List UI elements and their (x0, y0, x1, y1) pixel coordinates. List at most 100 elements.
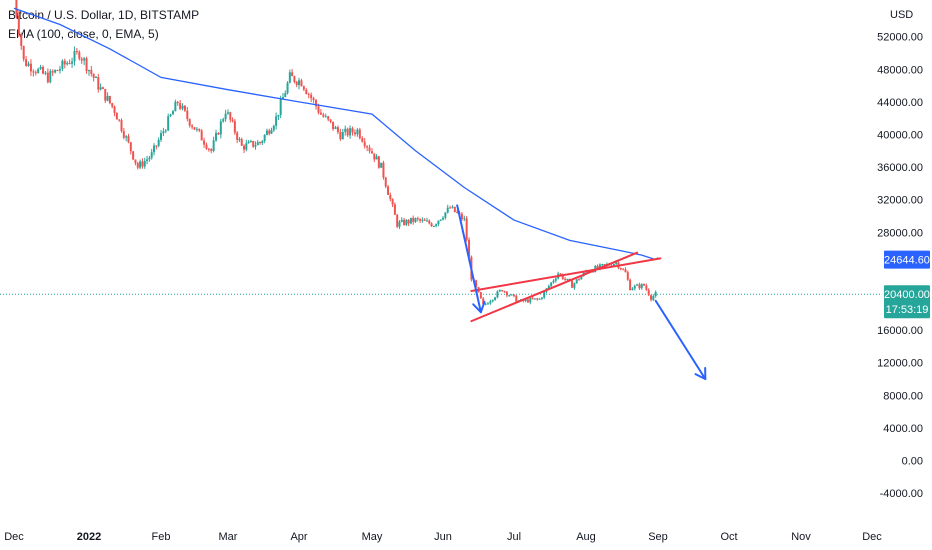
candle (444, 212, 447, 220)
candle (143, 157, 146, 169)
candle-body (536, 298, 539, 300)
y-tick-label: 4000.00 (883, 423, 923, 435)
candle-body (444, 212, 447, 218)
candle (259, 141, 262, 145)
ema-100-line (13, 7, 656, 261)
x-tick-label: Apr (290, 531, 307, 543)
candle-body (288, 72, 291, 83)
candle (575, 279, 578, 284)
candle (564, 276, 567, 281)
candle (491, 299, 494, 303)
candle (78, 50, 81, 61)
candle-body (412, 217, 415, 222)
candle-body (92, 73, 95, 78)
candle-body (351, 128, 354, 133)
candle (263, 134, 266, 144)
candle-body (654, 292, 657, 296)
x-axis[interactable]: Dec 2022 Feb Mar Apr May Jun Jul Aug Sep Oct Nov Dec (4, 531, 882, 543)
candle-body (430, 223, 433, 227)
candle-body (322, 114, 325, 117)
candle (61, 59, 64, 72)
candle-body (136, 163, 139, 168)
candle (229, 111, 232, 123)
candle (626, 270, 629, 281)
candle-body (302, 86, 305, 90)
candle (97, 73, 100, 93)
candle (334, 125, 337, 130)
candle (261, 140, 264, 146)
candle-body (227, 112, 229, 114)
candle (353, 129, 356, 137)
candle-body (134, 159, 137, 164)
candle-body (245, 143, 248, 150)
candle (132, 151, 135, 161)
candle (277, 114, 280, 120)
candle-body (533, 298, 536, 300)
candle-body (275, 116, 278, 126)
candle (375, 154, 378, 160)
candle-body (554, 278, 557, 281)
candle-body (398, 221, 401, 227)
y-axis[interactable]: USD 52000.00 48000.00 44000.00 40000.00 36000… (877, 9, 930, 500)
candle-body (61, 60, 64, 70)
candle-body (484, 303, 487, 305)
candle (181, 103, 184, 111)
candle-body (405, 219, 408, 225)
candle-body (543, 291, 546, 298)
candle (51, 69, 54, 77)
candle-body (49, 71, 52, 83)
candle (115, 112, 118, 120)
candle-body (353, 132, 356, 135)
candle (34, 70, 37, 76)
candle (463, 215, 466, 222)
candle (419, 218, 422, 223)
ema-line (13, 7, 659, 261)
candle-body (317, 106, 320, 113)
candle-body (238, 139, 241, 141)
candle-body (293, 76, 296, 82)
candle-body (212, 140, 215, 151)
candle (380, 162, 383, 168)
candle-body (259, 142, 262, 144)
candle-body (99, 87, 102, 90)
candle (366, 145, 369, 152)
candle (179, 99, 182, 111)
candle (329, 119, 332, 124)
candle-body (125, 136, 128, 138)
candle-body (416, 218, 419, 220)
candle-body (524, 299, 527, 301)
candle (125, 134, 128, 142)
candle (647, 288, 650, 296)
countdown-label: 17:53:19 (886, 304, 929, 316)
candle (536, 297, 539, 301)
candle (203, 137, 206, 148)
candle (479, 291, 482, 299)
candle-body (300, 80, 303, 87)
candle (540, 297, 543, 301)
candle (503, 290, 506, 293)
candle (42, 65, 45, 75)
candle (300, 78, 303, 87)
y-tick-label: 44000.00 (877, 97, 923, 109)
candle (233, 118, 236, 135)
x-tick-label: 2022 (77, 531, 101, 543)
candle-body (236, 132, 239, 140)
candle-body (305, 89, 308, 94)
symbol-title[interactable]: Bitcoin / U.S. Dollar, 1D, BITSTAMP (8, 8, 200, 22)
candle (332, 121, 335, 131)
candle-body (148, 157, 151, 160)
candle (505, 291, 508, 298)
candle (552, 279, 555, 284)
candle-body (550, 282, 553, 287)
candle (324, 113, 327, 118)
candle (134, 159, 137, 166)
candle-body (531, 298, 534, 300)
candle (113, 105, 116, 117)
candle-body (380, 162, 383, 168)
candle (633, 284, 636, 291)
x-tick-label: Nov (791, 531, 811, 543)
indicator-title[interactable]: EMA (100, close, 0, EMA, 5) (8, 27, 159, 41)
candle (336, 125, 339, 135)
candle (198, 128, 201, 133)
